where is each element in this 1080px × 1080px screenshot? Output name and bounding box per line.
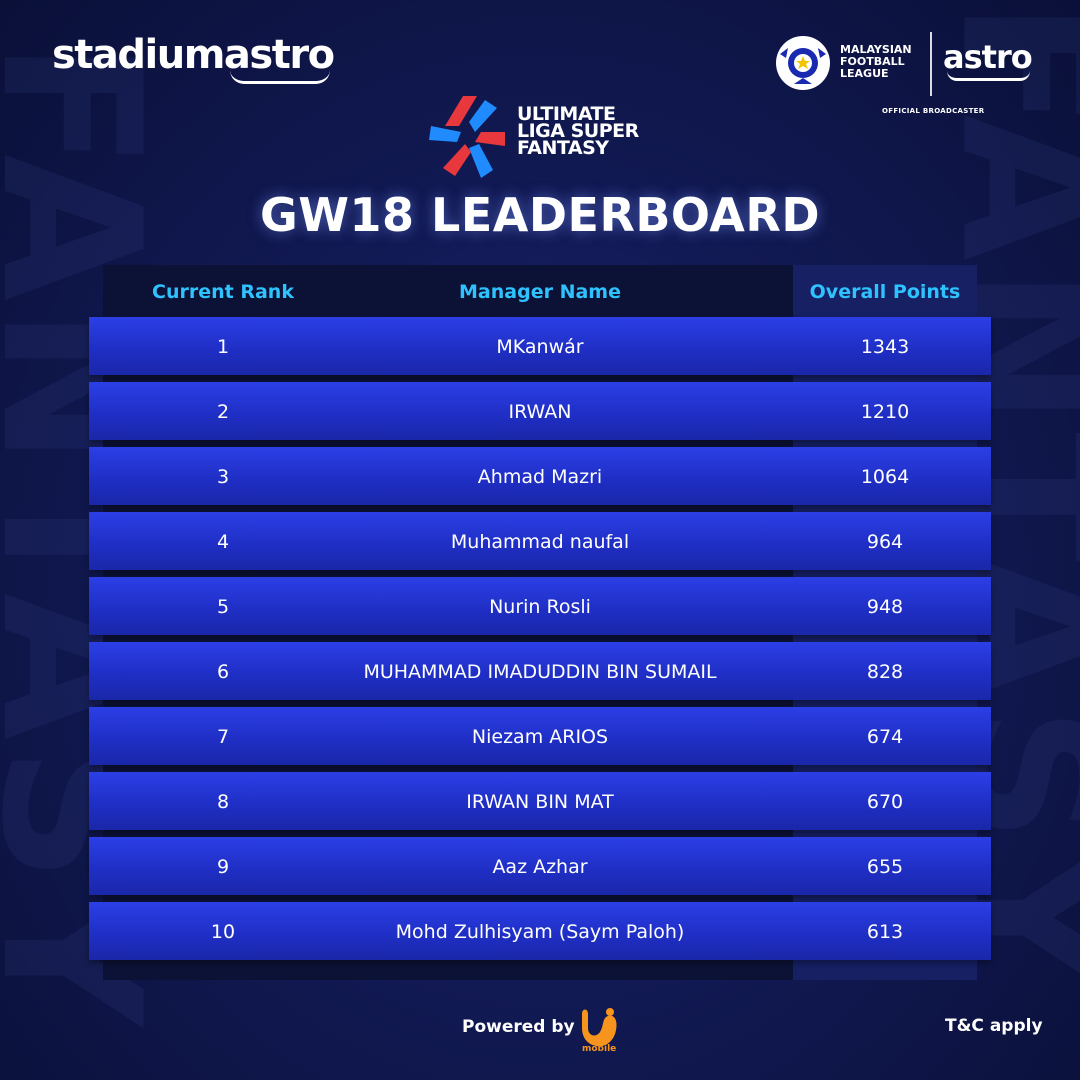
points-cell: 1343 — [860, 336, 910, 358]
table-row: 9 Aaz Azhar 655 — [89, 837, 991, 895]
game-title-line: LIGA SUPER — [517, 120, 639, 142]
rank-cell: 2 — [216, 401, 230, 423]
manager-name-cell: Mohd Zulhisyam (Saym Paloh) — [395, 921, 685, 943]
manager-name-cell: IRWAN BIN MAT — [466, 791, 614, 813]
league-name: MALAYSIAN FOOTBALL LEAGUE — [840, 44, 930, 80]
table-row: 8 IRWAN BIN MAT 670 — [89, 772, 991, 830]
table-row: 1 MKanwár 1343 — [89, 317, 991, 375]
astro-logo-text: astro — [943, 38, 1033, 76]
header-manager-name: Manager Name — [459, 281, 621, 303]
game-title-line: ULTIMATE — [517, 103, 616, 125]
astro-smile-icon — [229, 70, 330, 84]
manager-name-cell: MUHAMMAD IMADUDDIN BIN SUMAIL — [363, 661, 717, 683]
points-cell: 674 — [866, 726, 904, 748]
rank-cell: 8 — [216, 791, 230, 813]
points-cell: 670 — [866, 791, 904, 813]
league-name-line: LEAGUE — [840, 67, 889, 80]
table-header: Current Rank Manager Name Overall Points — [103, 265, 977, 319]
rank-cell: 9 — [216, 856, 230, 878]
manager-name-cell: Niezam ARIOS — [471, 726, 609, 748]
header-overall-points: Overall Points — [809, 281, 961, 303]
manager-name-cell: Muhammad naufal — [450, 531, 630, 553]
game-title: ULTIMATE LIGA SUPER FANTASY — [517, 103, 639, 159]
mfl-ball-badge-icon — [776, 36, 830, 90]
manager-name-cell: Nurin Rosli — [489, 596, 591, 618]
powered-by-block: Powered by mobile — [462, 1004, 662, 1056]
league-name-line: MALAYSIAN — [840, 43, 912, 56]
astro-logo: astro — [943, 38, 1033, 81]
page-title: GW18 LEADERBOARD — [259, 188, 821, 242]
astro-smile-icon — [947, 71, 1030, 81]
manager-name-cell: Ahmad Mazri — [477, 466, 603, 488]
sponsor-label: mobile — [582, 1044, 617, 1054]
stadium-astro-logo: stadiumastro — [52, 32, 335, 84]
points-cell: 1210 — [860, 401, 910, 423]
points-cell: 655 — [866, 856, 904, 878]
table-row: 4 Muhammad naufal 964 — [89, 512, 991, 570]
points-cell: 613 — [866, 921, 904, 943]
points-cell: 964 — [866, 531, 904, 553]
terms-and-conditions-label: T&C apply — [945, 1016, 1043, 1036]
table-row: 5 Nurin Rosli 948 — [89, 577, 991, 635]
league-name-line: FOOTBALL — [840, 55, 905, 68]
ultimate-liga-super-fantasy-logo: ULTIMATE LIGA SUPER FANTASY — [425, 92, 665, 182]
rank-cell: 10 — [210, 921, 236, 943]
rank-cell: 3 — [216, 466, 230, 488]
stadium-logo-word: stadium — [52, 32, 225, 78]
table-row: 3 Ahmad Mazri 1064 — [89, 447, 991, 505]
manager-name-cell: Aaz Azhar — [492, 856, 588, 878]
points-cell: 948 — [866, 596, 904, 618]
official-broadcaster-label: OFFICIAL BROADCASTER — [882, 107, 985, 115]
game-title-line: FANTASY — [517, 137, 609, 159]
logo-divider — [930, 32, 932, 96]
rank-cell: 1 — [216, 336, 230, 358]
manager-name-cell: IRWAN — [508, 401, 572, 423]
ulsf-star-logo-icon — [429, 96, 505, 178]
table-row: 10 Mohd Zulhisyam (Saym Paloh) 613 — [89, 902, 991, 960]
rank-cell: 6 — [216, 661, 230, 683]
u-mobile-logo-icon — [582, 1008, 617, 1047]
league-broadcaster-block: MALAYSIAN FOOTBALL LEAGUE astro OFFICIAL… — [774, 30, 1034, 120]
powered-by-label: Powered by — [462, 1017, 575, 1037]
header-current-rank: Current Rank — [152, 281, 294, 303]
manager-name-cell: MKanwár — [496, 336, 584, 358]
table-row: 6 MUHAMMAD IMADUDDIN BIN SUMAIL 828 — [89, 642, 991, 700]
rank-cell: 4 — [216, 531, 230, 553]
points-cell: 828 — [866, 661, 904, 683]
rank-cell: 5 — [216, 596, 230, 618]
table-row: 2 IRWAN 1210 — [89, 382, 991, 440]
table-row: 7 Niezam ARIOS 674 — [89, 707, 991, 765]
rank-cell: 7 — [216, 726, 230, 748]
points-cell: 1064 — [860, 466, 910, 488]
